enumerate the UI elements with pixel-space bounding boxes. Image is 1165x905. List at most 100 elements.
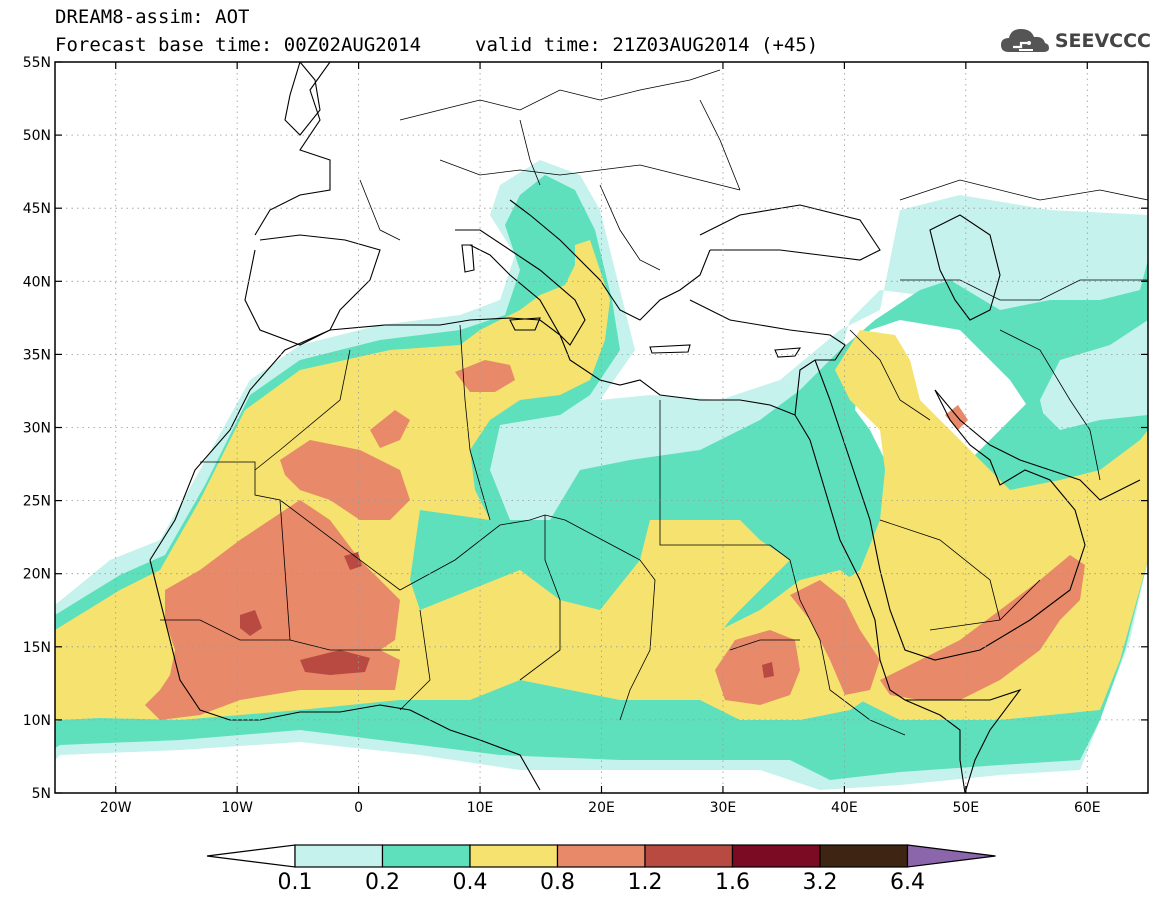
y-tick-label: 20N: [23, 567, 51, 583]
border-t: [519, 119, 541, 186]
x-tick-label: 10E: [467, 800, 494, 816]
x-tick-label: 0: [354, 800, 363, 816]
colorbar-label: 0.4: [452, 870, 488, 895]
border-i: [399, 609, 431, 711]
colorbar: [206, 844, 996, 868]
x-tick-label: 30E: [710, 800, 737, 816]
x-tick-label: 60E: [1074, 800, 1101, 816]
colorbar-swatch: [556, 844, 646, 868]
aot-level-0.8-tunisia: [455, 360, 515, 392]
colorbar-swatch: [731, 844, 821, 868]
coast-crete: [649, 344, 691, 354]
colorbar-label: 1.6: [715, 870, 750, 895]
seevccc-logo: SEEVCCC: [999, 26, 1151, 56]
x-tick-label: 40E: [831, 800, 858, 816]
x-tick-label: 20E: [588, 800, 615, 816]
border-g: [519, 515, 561, 681]
base-time: Forecast base time: 00Z02AUG2014: [55, 34, 422, 56]
coast-cyprus: [774, 347, 802, 358]
colorbar-label: 6.4: [890, 870, 925, 895]
valid-time: valid time: 21Z03AUG2014 (+45): [475, 34, 819, 56]
map-title: DREAM8-assim: AOT: [55, 6, 250, 28]
border-k: [729, 639, 800, 651]
coast-adriatic-balkans: [509, 199, 711, 321]
aot-level-1.2-spot-a: [240, 610, 262, 636]
y-tick-label: 50N: [23, 128, 51, 144]
y-tick-label: 30N: [23, 421, 51, 437]
y-tick-label: 40N: [23, 274, 51, 290]
x-axis-ticks: 20W 10W 0 10E 20E 30E 40E 50E 60E: [100, 62, 1101, 816]
aot-level-0.8-spot1: [370, 410, 410, 448]
aot-level-0.8-yemen: [880, 555, 1085, 700]
logo-text: SEEVCCC: [1054, 30, 1151, 52]
colorbar-swatch: [819, 844, 909, 868]
y-axis-ticks: 5N 10N 15N 20N 25N 30N 35N 40N 45N 50N 55N: [23, 55, 1148, 802]
coast-horn: [905, 688, 1022, 793]
y-tick-label: 5N: [32, 786, 51, 802]
colorbar-label: 0.8: [540, 870, 575, 895]
coast-iberia: [244, 234, 381, 346]
coast-italy: [455, 229, 586, 346]
coast-turkey-levant: [689, 299, 846, 416]
country-borders: [160, 69, 1148, 736]
border-o: [900, 279, 1148, 301]
coast-black-sea: [699, 204, 881, 261]
border-r: [439, 159, 741, 191]
border-m: [929, 579, 1041, 631]
y-tick-label: 35N: [23, 347, 51, 363]
coast-europe-atlantic: [254, 62, 331, 236]
aot-level-0.8-ethiopia: [790, 580, 880, 695]
colorbar-label: 0.1: [277, 870, 313, 895]
border-v: [699, 99, 741, 191]
y-tick-label: 45N: [23, 201, 51, 217]
border-b: [279, 499, 546, 591]
colorbar-swatch: [644, 844, 734, 868]
x-tick-label: 50E: [952, 800, 979, 816]
y-tick-label: 15N: [23, 640, 51, 656]
lat-lon-grid: [55, 62, 1148, 793]
coast-sardinia: [461, 244, 475, 273]
coast-britain: [284, 62, 321, 136]
y-tick-label: 55N: [23, 55, 51, 71]
colorbar-swatch: [469, 844, 559, 868]
aot-level-1.2-spot-c: [762, 662, 774, 678]
aot-level-0.8-sudan: [715, 630, 800, 705]
coast-persian-gulf: [934, 389, 1141, 501]
x-tick-label: 10W: [221, 800, 253, 816]
colorbar-label: 0.2: [365, 870, 400, 895]
colorbar-over-arrow: [906, 844, 996, 868]
x-tick-label: 20W: [100, 800, 132, 816]
y-tick-label: 10N: [23, 713, 51, 729]
border-h: [160, 619, 400, 651]
colorbar-swatch: [294, 844, 384, 868]
border-f: [659, 400, 791, 561]
border-n: [849, 329, 931, 421]
border-p: [999, 329, 1101, 481]
border-d: [459, 324, 491, 521]
coast-sicily: [509, 317, 541, 331]
coast-west-africa: [149, 559, 541, 791]
border-j: [789, 559, 906, 736]
coastlines: [149, 62, 1141, 793]
aot-level-1.2-niger: [300, 650, 370, 675]
colorbar-label: 3.2: [802, 870, 838, 895]
border-q: [399, 69, 721, 121]
border-w: [899, 179, 1148, 201]
border-a: [200, 461, 291, 641]
border-l: [879, 519, 1001, 621]
colorbar-under-arrow: [206, 844, 296, 868]
border-c: [254, 349, 351, 471]
border-e: [544, 514, 656, 721]
colorbar-swatch: [381, 844, 471, 868]
colorbar-label: 1.2: [627, 870, 663, 895]
border-s: [359, 179, 401, 241]
aot-level-0.8-iraq: [945, 405, 968, 430]
coast-red-sea-west: [794, 414, 966, 793]
aot-level-0.8-mali: [280, 440, 410, 520]
time-line: Forecast base time: 00Z02AUG2014 valid ti…: [55, 34, 818, 56]
coast-arabia: [814, 359, 1086, 661]
aot-level-1.2-spot-b: [344, 552, 362, 570]
cloud-icon: [1000, 29, 1049, 52]
border-u: [599, 184, 661, 271]
